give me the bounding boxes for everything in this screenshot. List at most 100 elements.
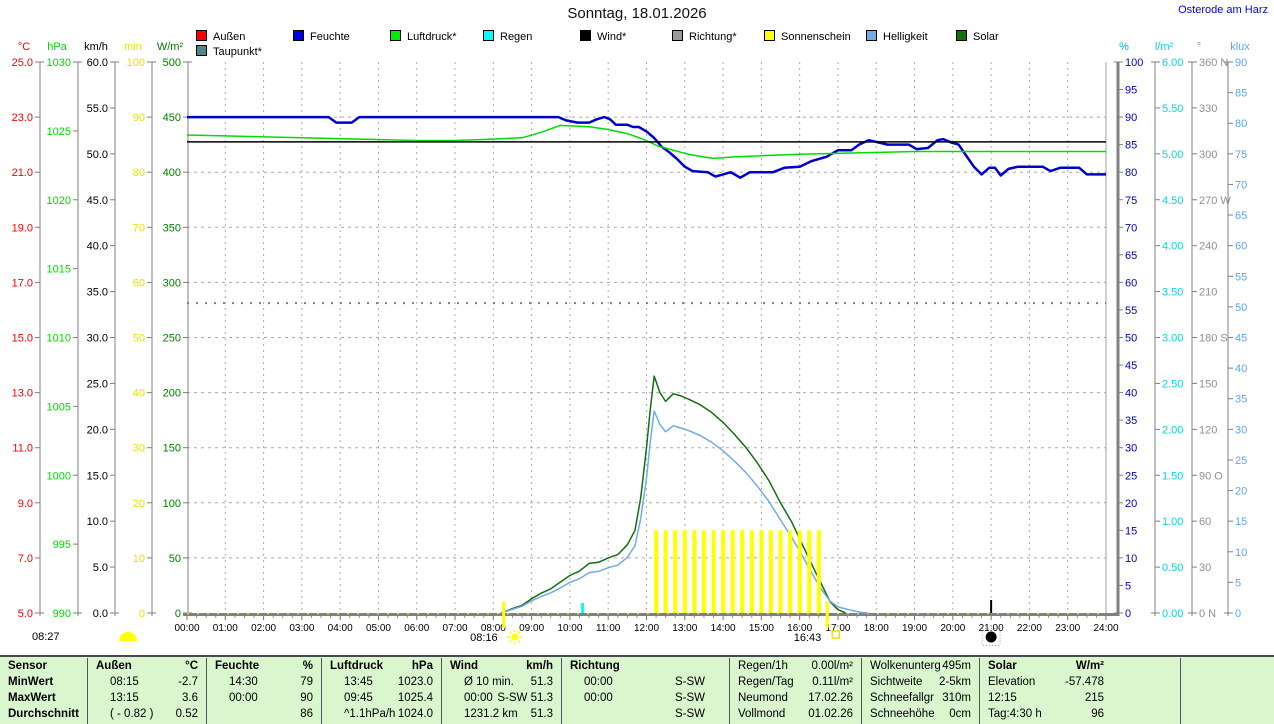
cell-value: -2.7 — [178, 676, 198, 688]
svg-text:7.0: 7.0 — [18, 553, 33, 565]
svg-text:60: 60 — [1199, 516, 1211, 528]
svg-text:13:00: 13:00 — [672, 623, 697, 634]
svg-text:200: 200 — [163, 388, 181, 400]
svg-text:24:00: 24:00 — [1093, 623, 1118, 634]
svg-text:16:00: 16:00 — [787, 623, 812, 634]
svg-text:17:00: 17:00 — [825, 623, 850, 634]
svg-text:450: 450 — [163, 112, 181, 124]
svg-text:25: 25 — [1125, 470, 1137, 482]
svg-text:20: 20 — [133, 498, 145, 510]
svg-text:hPa: hPa — [47, 41, 67, 53]
svg-text:90: 90 — [1125, 112, 1137, 124]
legend-swatch-regen — [483, 30, 494, 41]
legend-item-feuchte: Feuchte — [293, 30, 350, 43]
svg-text:°C: °C — [18, 41, 30, 53]
rain-bars — [581, 602, 585, 613]
svg-text:5.00: 5.00 — [1162, 149, 1183, 161]
cell-time — [570, 706, 584, 722]
svg-text:l/m²: l/m² — [1155, 41, 1174, 53]
cell-label: Regen/1h — [738, 660, 788, 672]
svg-text:0.00: 0.00 — [1162, 608, 1183, 620]
svg-text:50.0: 50.0 — [87, 149, 108, 161]
svg-text:45: 45 — [1235, 333, 1247, 345]
svg-text:11.0: 11.0 — [12, 443, 33, 455]
svg-text:0.0: 0.0 — [93, 608, 108, 620]
svg-text:2.00: 2.00 — [1162, 424, 1183, 436]
svg-text:1005: 1005 — [47, 401, 71, 413]
svg-text:3.50: 3.50 — [1162, 287, 1183, 299]
moonrise-icon — [119, 632, 137, 641]
svg-text:30: 30 — [1125, 443, 1137, 455]
cell-time: Ø 10 min. — [464, 676, 514, 688]
svg-text:18:00: 18:00 — [864, 623, 889, 634]
svg-text:70: 70 — [1235, 179, 1247, 191]
table-col-richtung: Richtung 00:00 S-SW 00:00 S-SW S-SW — [561, 658, 729, 724]
cell-value: 51.3 — [530, 676, 553, 688]
svg-text:30: 30 — [1235, 424, 1247, 436]
cell-label: Regen/Tag — [738, 676, 794, 688]
svg-text:08:00: 08:00 — [481, 623, 506, 634]
col-header: Luftdruck — [330, 660, 384, 672]
svg-text:40: 40 — [1235, 363, 1247, 375]
svg-text:25.0: 25.0 — [12, 57, 33, 69]
col-header: Feuchte — [215, 660, 260, 672]
svg-text:10: 10 — [133, 553, 145, 565]
svg-text:5.0: 5.0 — [93, 562, 108, 574]
col-unit: W/m² — [1075, 660, 1104, 672]
legend-label: Taupunkt* — [213, 46, 262, 58]
svg-text:20: 20 — [1125, 498, 1137, 510]
svg-text:300: 300 — [163, 277, 181, 289]
svg-text:500: 500 — [163, 57, 181, 69]
table-empty-panel — [1180, 658, 1274, 724]
svg-text:9.0: 9.0 — [18, 498, 33, 510]
svg-text:120: 120 — [1199, 424, 1217, 436]
cell-label: Wolkenunterg — [870, 660, 941, 672]
cell-value: 215 — [1084, 692, 1104, 704]
cell-value: 1024.0 — [397, 708, 433, 720]
col-unit: km/h — [526, 660, 553, 672]
legend-item-sonnenschein: Sonnenschein — [764, 30, 851, 43]
svg-text:100: 100 — [127, 57, 145, 69]
table-col-solar: Solar W/m² Elevation -57.478 12:15 215 Tag:4:3… — [979, 658, 1180, 724]
legend-swatch-wind — [580, 30, 591, 41]
svg-text:270 W: 270 W — [1199, 195, 1231, 207]
col-header: Wind — [450, 660, 478, 672]
legend-label: Sonnenschein — [781, 31, 851, 43]
cell-time: 08:15 — [110, 676, 139, 688]
svg-text:05:00: 05:00 — [366, 623, 391, 634]
legend-item-wind: Wind* — [580, 30, 626, 43]
svg-text:40: 40 — [1125, 388, 1137, 400]
solar-line — [500, 375, 846, 614]
cell-time: 00:00 — [229, 692, 258, 704]
svg-text:55: 55 — [1235, 271, 1247, 283]
legend-label: Luftdruck* — [407, 31, 457, 43]
cell-value: 495m — [942, 660, 971, 672]
svg-text:15:00: 15:00 — [749, 623, 774, 634]
page-title: Sonntag, 18.01.2026 — [567, 5, 707, 22]
svg-text:90: 90 — [1235, 57, 1247, 69]
cell-time: 00:00 — [464, 692, 493, 704]
svg-text:50: 50 — [1235, 302, 1247, 314]
svg-text:23.0: 23.0 — [12, 112, 33, 124]
legend-label: Helligkeit — [883, 31, 928, 43]
legend-label: Außen — [213, 31, 246, 43]
svg-text:400: 400 — [163, 167, 181, 179]
svg-text:19:00: 19:00 — [902, 623, 927, 634]
svg-text:240: 240 — [1199, 241, 1217, 253]
cell-time: 13:15 — [110, 692, 139, 704]
station-name: Osterode am Harz — [1178, 4, 1268, 16]
svg-text:3.00: 3.00 — [1162, 333, 1183, 345]
sunrise-marker: 08:16 — [470, 602, 523, 645]
cell-value: 1025.4 — [397, 692, 433, 704]
cell-value: 310m — [942, 692, 971, 704]
svg-text:klux: klux — [1230, 41, 1250, 53]
table-col-aussen: Außen °C 08:15 -2.7 13:15 3.6 ( - 0.82 ) 0.52 — [87, 658, 206, 724]
svg-text:15.0: 15.0 — [87, 470, 108, 482]
cell-label: Schneehöhe — [870, 708, 935, 720]
svg-text:100: 100 — [1125, 57, 1143, 69]
svg-text:03:00: 03:00 — [289, 623, 314, 634]
svg-text:0: 0 — [1125, 608, 1131, 620]
svg-text:5: 5 — [1235, 577, 1241, 589]
cell-value: 90 — [300, 692, 313, 704]
